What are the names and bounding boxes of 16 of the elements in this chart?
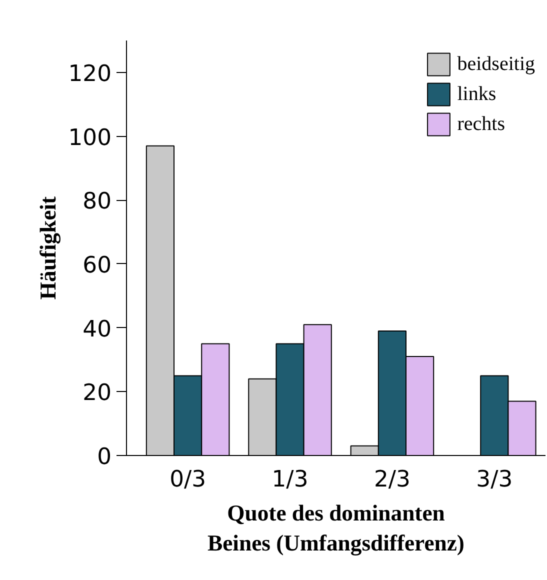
y-tick-label: 60 — [82, 252, 112, 278]
x-tick-label: 0/3 — [170, 466, 206, 492]
y-tick-label: 0 — [97, 444, 112, 470]
y-tick-label: 20 — [82, 380, 112, 406]
y-tick-label: 100 — [68, 124, 112, 151]
x-tick-label: 2/3 — [374, 466, 410, 492]
x-tick-label: 1/3 — [272, 466, 308, 492]
x-axis-title: Quote des dominanten Beines (Umfangsdifferenz) — [208, 500, 464, 556]
legend-label: beidseitig — [457, 52, 535, 76]
y-tick-label: 40 — [82, 316, 112, 342]
legend-label: links — [457, 82, 496, 106]
legend-label: rechts — [457, 112, 505, 136]
y-tick-label: 120 — [68, 60, 112, 87]
y-tick-label: 80 — [82, 188, 112, 215]
x-tick-label: 3/3 — [476, 466, 513, 492]
y-axis-title: Häufigkeit — [35, 196, 60, 300]
